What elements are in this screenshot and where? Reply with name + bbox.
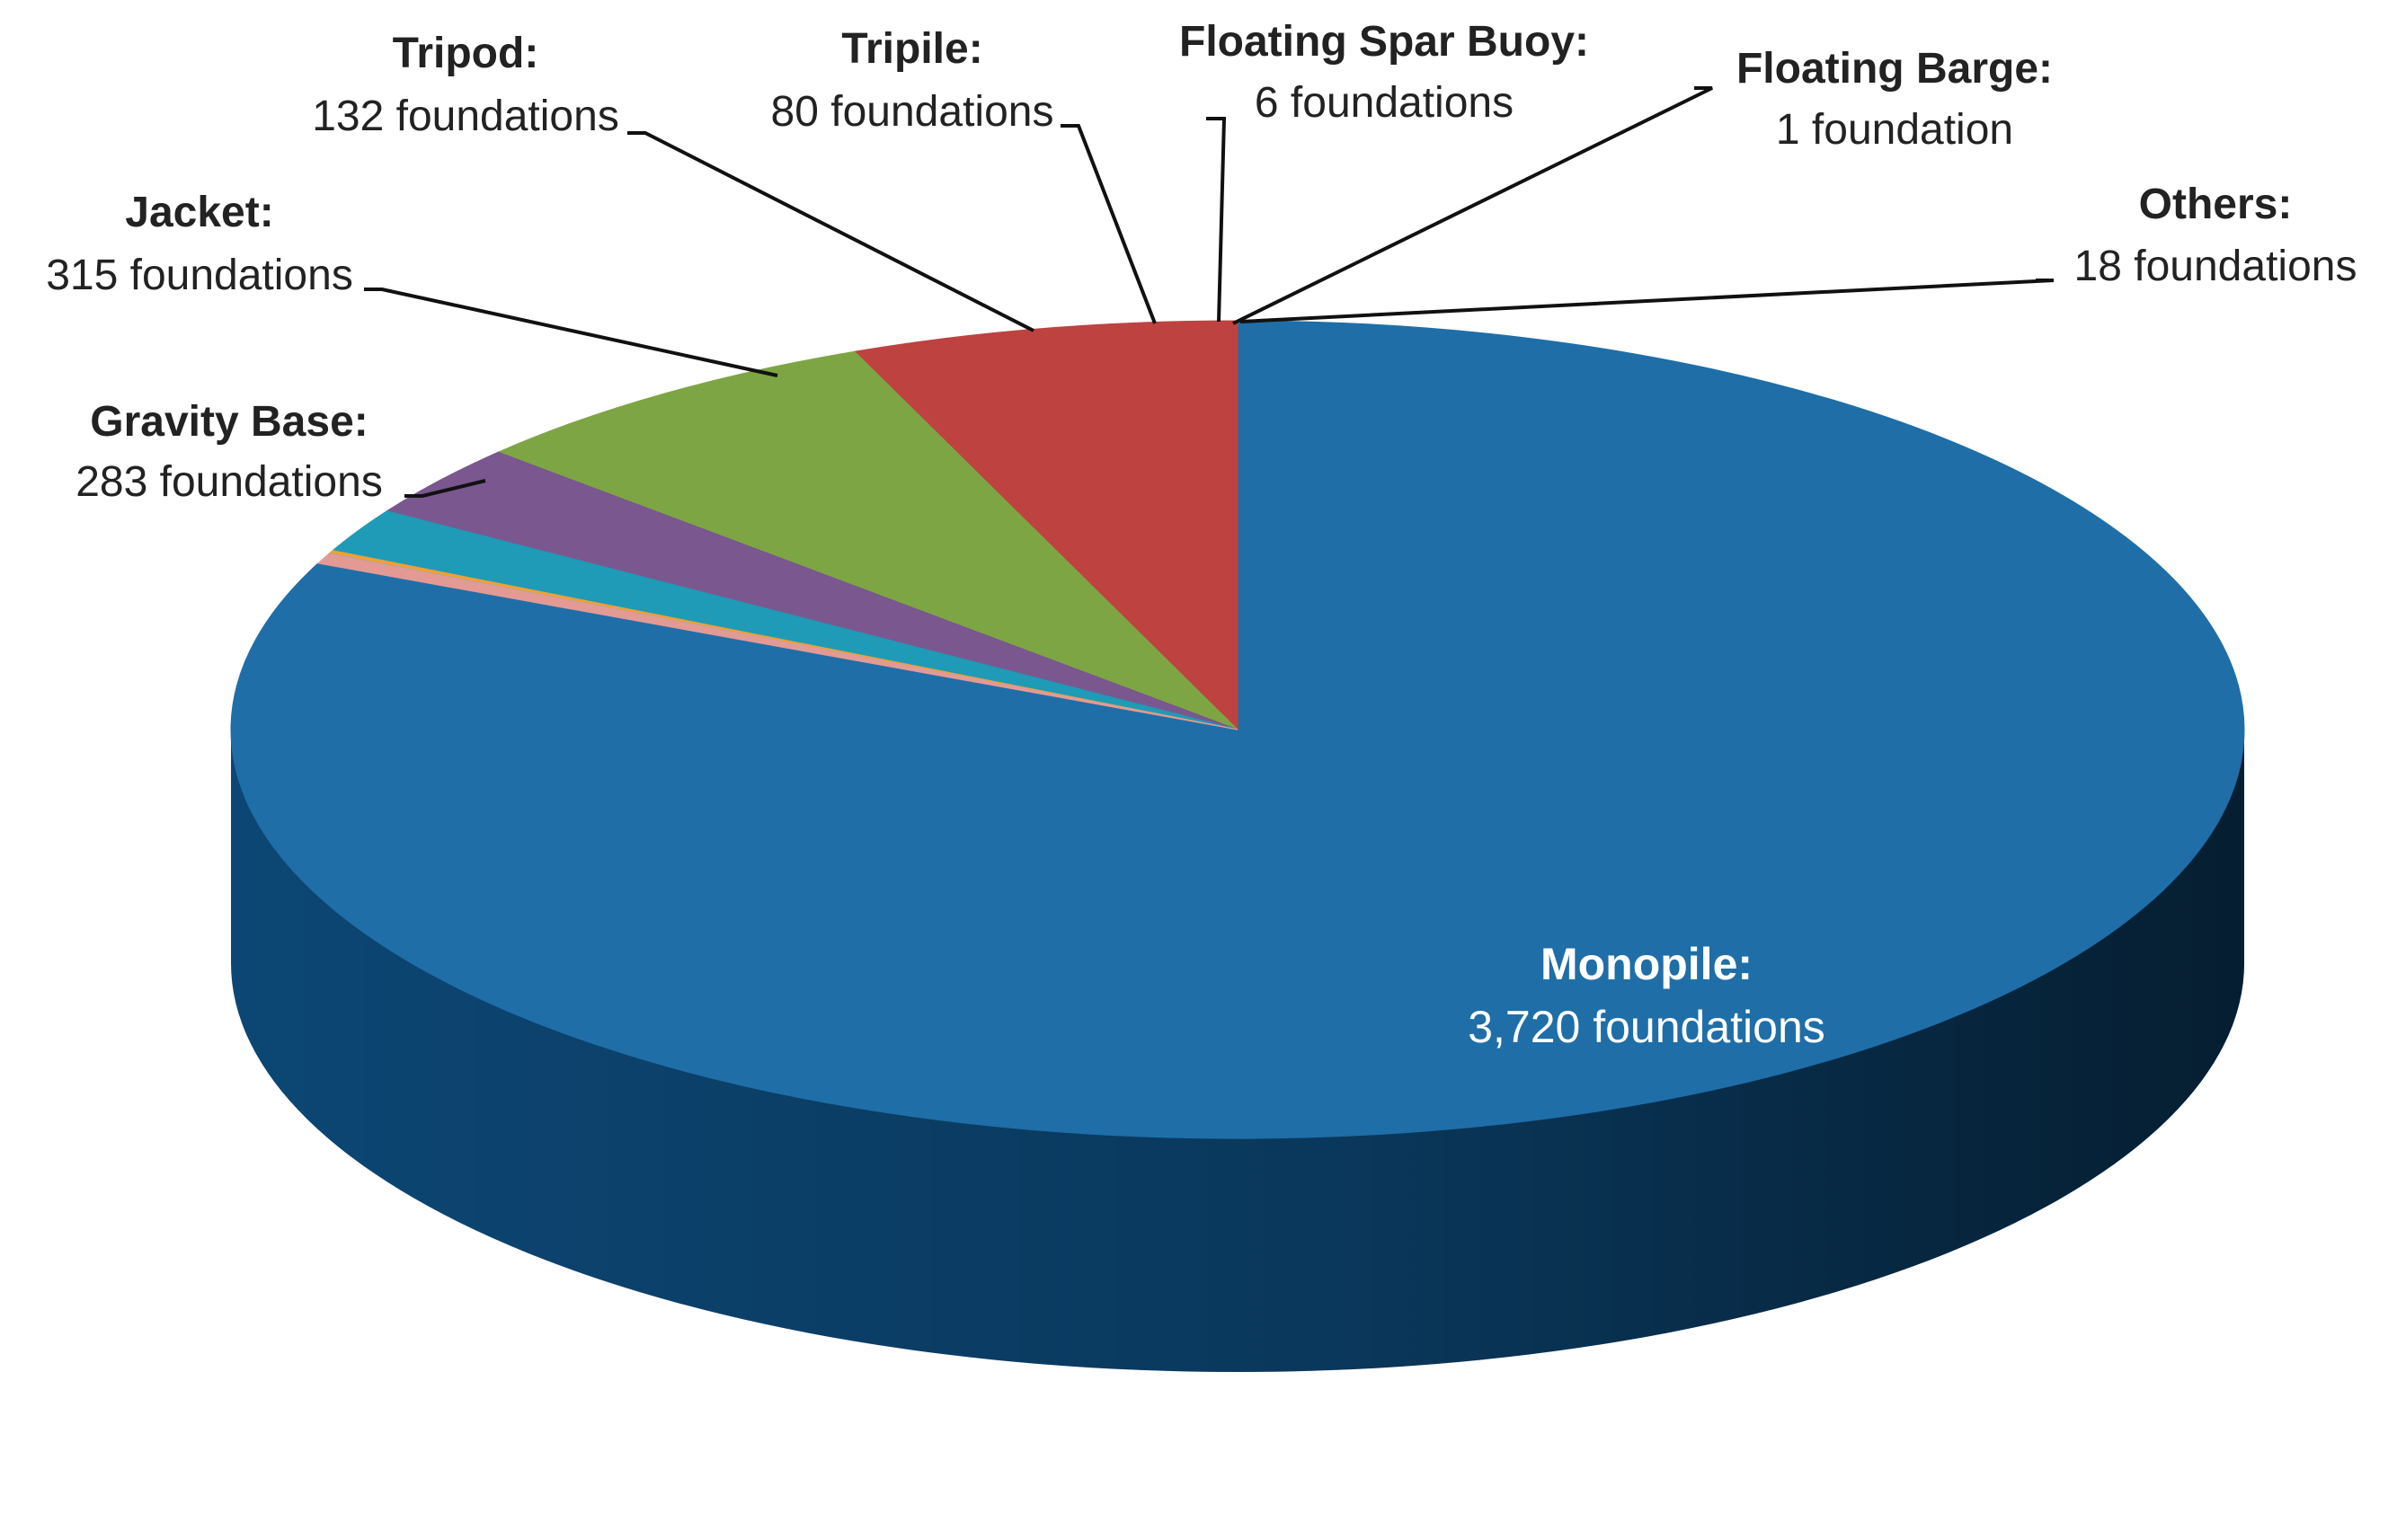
pie-side-layer [231,730,2244,1372]
slice-label-value-floating-barge: 1 foundation [1776,106,2013,154]
leader-line-jacket [364,288,778,377]
slice-label-value-tripod: 132 foundations [312,93,619,140]
slice-labels: Monopile: 3,720 foundations Gravity Base: 2… [46,18,2357,1052]
leader-line-floating-barge [1232,86,1713,325]
slice-label-name-jacket: Jacket: [125,189,273,236]
slice-label-value-tripile: 80 foundations [771,88,1054,136]
slice-label-value-jacket: 315 foundations [46,252,353,299]
slice-label-name-tripod: Tripod: [393,30,539,77]
leader-line-tripile [1061,124,1157,324]
leader-line-floating-spar-buoy [1206,117,1227,323]
slice-label-value-others: 18 foundations [2074,243,2357,290]
slice-label-name-tripile: Tripile: [841,25,982,73]
slice-label-name-others: Others: [2139,181,2293,228]
leader-line-tripod [627,131,1034,332]
slice-label-name-floating-spar-buoy: Floating Spar Buoy: [1179,18,1589,66]
slice-gravity-base [853,320,1238,731]
slice-jacket [497,350,1238,730]
slice-label-value-monopile: 3,720 foundations [1468,1002,1825,1052]
leader-line-gravity-base [404,479,486,498]
pie-top-layer [230,320,2245,1139]
slice-others [316,553,1238,730]
leader-line-others [1239,279,2055,323]
slice-side-shade-monopile [231,730,2244,1372]
slice-label-value-gravity-base: 283 foundations [75,458,383,506]
slice-label-value-floating-spar-buoy: 6 foundations [1255,79,1514,127]
leader-lines [364,86,2055,498]
slice-label-name-monopile: Monopile: [1540,939,1753,989]
slice-label-name-gravity-base: Gravity Base: [90,398,368,446]
slice-label-name-floating-barge: Floating Barge: [1736,45,2053,93]
